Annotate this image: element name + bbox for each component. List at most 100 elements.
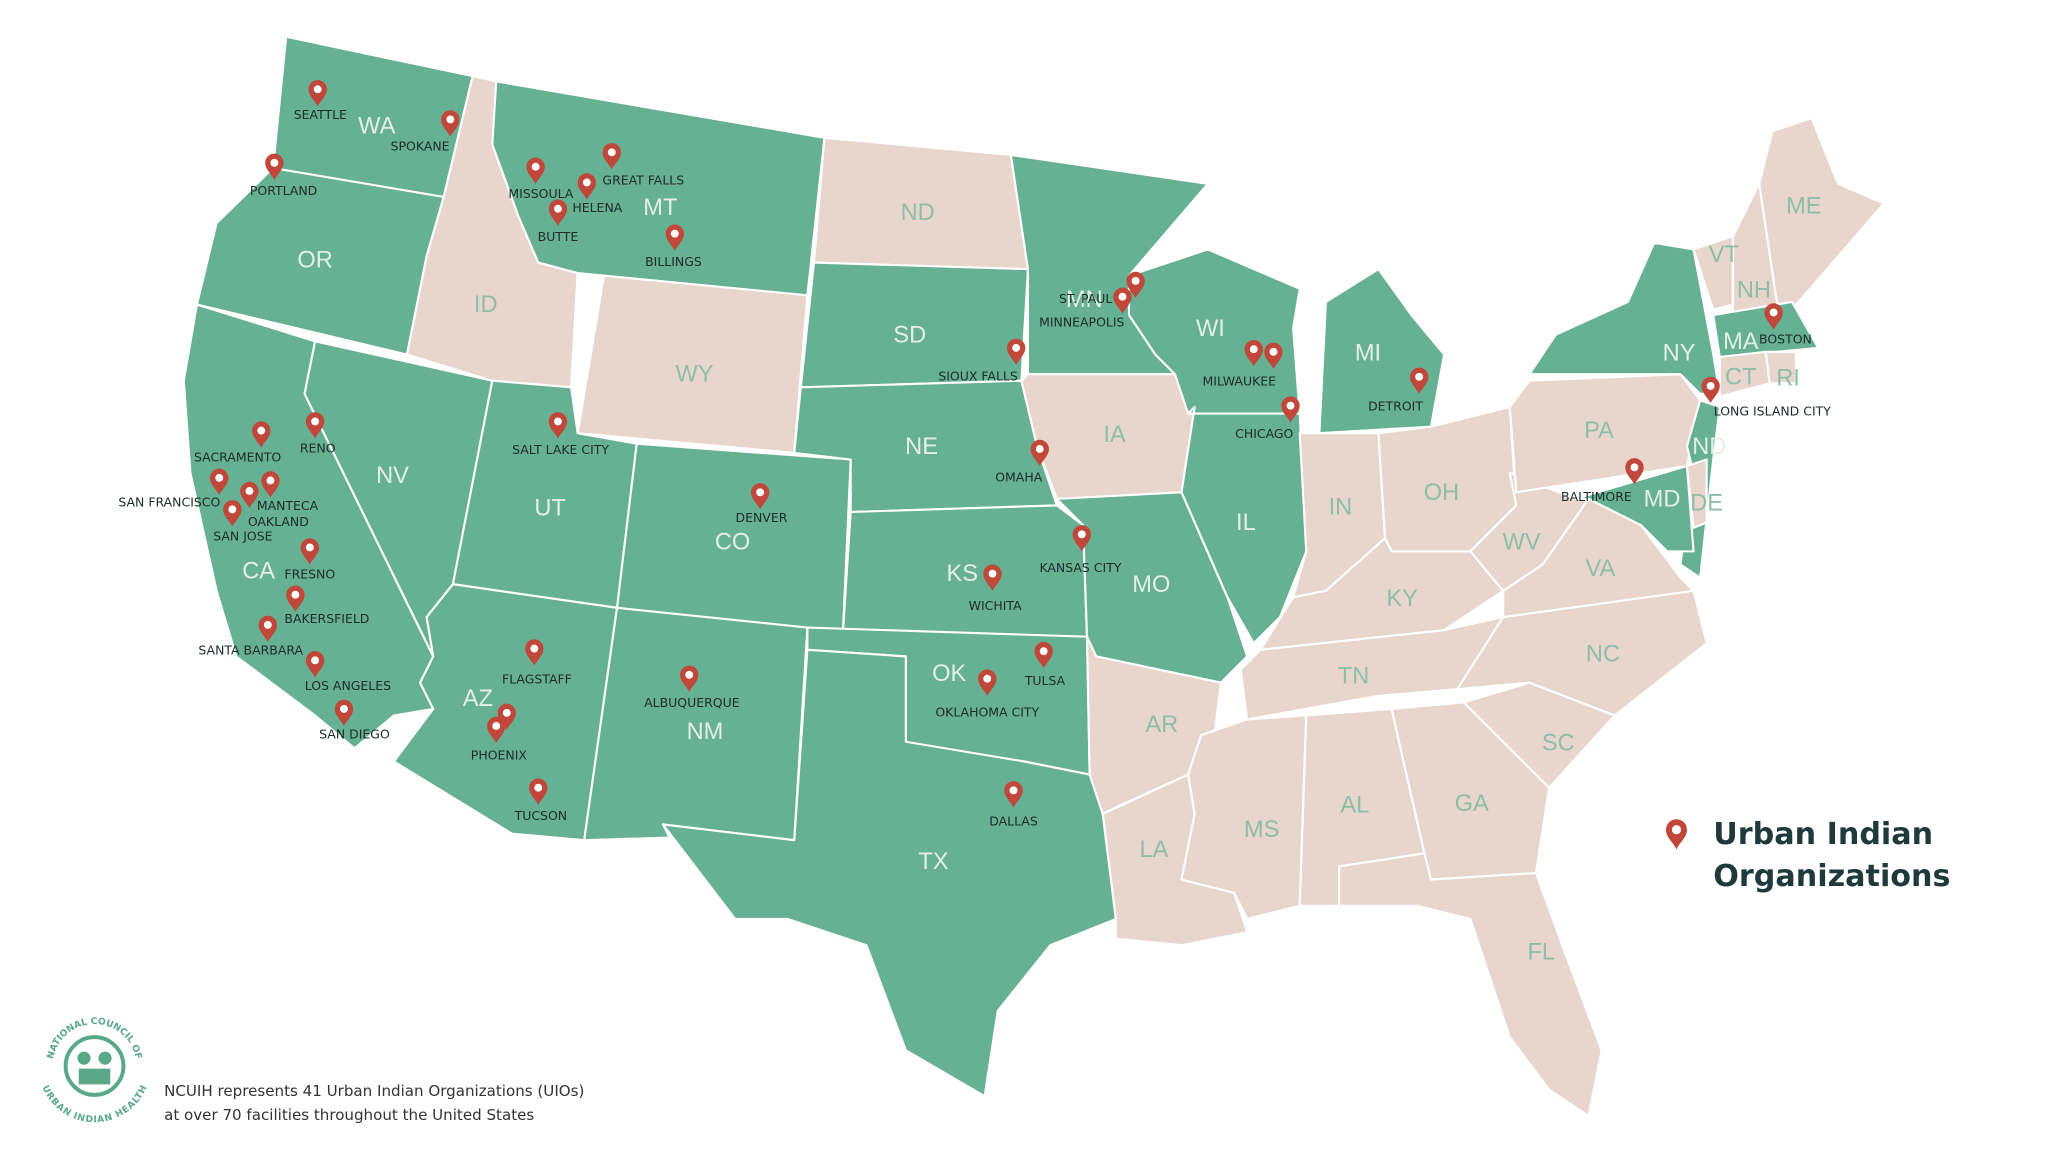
city-label: PHOENIX <box>471 748 528 763</box>
footnote: at over 70 facilities throughout the Uni… <box>164 1106 534 1124</box>
city-label: MILWAUKEE <box>1203 374 1277 389</box>
pin-hole <box>756 488 765 497</box>
pin-hole <box>245 487 254 495</box>
city-pin <box>750 483 770 510</box>
city-pin <box>1764 303 1783 330</box>
pin-body <box>602 143 621 170</box>
pin-hole <box>1039 647 1048 656</box>
city-pin <box>1006 338 1026 365</box>
city-pin <box>300 538 320 565</box>
city-pin <box>305 651 325 678</box>
pin-hole <box>1630 463 1639 472</box>
city-label: ST. PAUL <box>1059 291 1112 306</box>
state-label: IN <box>1329 494 1353 520</box>
state-shape <box>1239 615 1505 721</box>
state-label: ME <box>1786 194 1821 220</box>
logo: NATIONAL COUNCIL OF URBAN INDIAN HEALTH <box>40 1016 150 1125</box>
city-label: SANTA BARBARA <box>198 643 303 658</box>
state-label: MN <box>1066 287 1103 313</box>
state-label: VT <box>1709 242 1739 268</box>
state-shape <box>1528 241 1721 395</box>
state-label: MI <box>1355 341 1381 367</box>
state-label: OK <box>932 661 966 687</box>
city-label: BUTTE <box>538 229 579 244</box>
city-label: SAN DIEGO <box>319 727 390 742</box>
pin-hole <box>1131 277 1140 285</box>
pin-hole <box>1706 382 1715 390</box>
state-label: LA <box>1140 837 1169 863</box>
state-label: WY <box>675 362 713 388</box>
city-pin <box>1701 376 1720 404</box>
city-label: HELENA <box>572 200 622 215</box>
city-pin <box>1034 641 1053 669</box>
city-pin <box>983 564 1002 591</box>
pin-hole <box>263 620 272 629</box>
city-label: CHICAGO <box>1235 426 1293 441</box>
pin-hole <box>1415 372 1424 381</box>
city-pin <box>665 224 684 251</box>
pin-hole <box>988 569 997 578</box>
city-pin <box>529 778 548 805</box>
pin-body <box>1281 396 1300 423</box>
city-label: BAKERSFIELD <box>284 611 369 626</box>
state-label: IA <box>1103 422 1126 448</box>
legend-label: Urban Indian <box>1713 817 1933 852</box>
city-label: OKLAHOMA CITY <box>935 704 1039 719</box>
city-pin <box>1409 367 1429 394</box>
state-label: WA <box>358 114 395 140</box>
city-pin <box>680 665 699 692</box>
state-label: DE <box>1690 490 1723 516</box>
city-label: MISSOULA <box>508 186 573 201</box>
pin-hole <box>607 148 616 157</box>
state-label: MA <box>1723 329 1759 355</box>
pin-hole <box>492 722 501 730</box>
state-label: AZ <box>463 686 493 712</box>
state-label: ND <box>1692 434 1726 460</box>
city-label: WICHITA <box>969 598 1022 613</box>
city-label: SPOKANE <box>391 139 450 154</box>
city-label: SAN JOSE <box>213 528 272 543</box>
city-pin <box>1072 525 1091 552</box>
pin-body <box>305 412 325 439</box>
state-label: NC <box>1586 641 1620 667</box>
pin-body <box>441 110 460 137</box>
state-label: KY <box>1386 586 1418 612</box>
city-pin <box>1126 271 1145 299</box>
city-pin <box>265 153 284 180</box>
state-label: IL <box>1236 510 1256 536</box>
state-label: MO <box>1132 572 1170 598</box>
city-label: FRESNO <box>284 567 335 582</box>
pin-hole <box>228 505 237 514</box>
state-shape <box>1685 458 1708 529</box>
pin-body <box>1072 525 1091 552</box>
pin-hole <box>311 417 320 426</box>
city-label: SIOUX FALLS <box>938 368 1017 383</box>
city-pin <box>240 481 259 509</box>
state-shape <box>491 80 826 297</box>
city-label: OMAHA <box>995 469 1042 484</box>
state-shape <box>1338 852 1603 1117</box>
pin-hole <box>582 178 591 187</box>
pin-body <box>577 173 597 200</box>
pin-body <box>308 80 327 107</box>
city-pin <box>1281 396 1300 423</box>
city-pin <box>258 615 278 642</box>
pin-hole <box>1035 445 1044 453</box>
pin-hole <box>270 158 279 167</box>
pin-hole <box>1118 292 1127 301</box>
city-pin <box>261 471 280 498</box>
state-label: SD <box>893 322 926 348</box>
city-pin <box>525 639 544 666</box>
city-pin <box>487 716 506 744</box>
city-label: PORTLAND <box>250 183 317 198</box>
city-label: BILLINGS <box>645 254 702 269</box>
pin-body <box>548 412 568 439</box>
pin-body <box>223 500 242 527</box>
pin-body <box>665 224 684 251</box>
logo-text: URBAN INDIAN HEALTH <box>40 1084 150 1126</box>
city-pin <box>1030 439 1049 467</box>
city-label: SEATTLE <box>294 107 347 122</box>
pin-hole <box>530 644 539 653</box>
pins <box>210 80 1783 808</box>
